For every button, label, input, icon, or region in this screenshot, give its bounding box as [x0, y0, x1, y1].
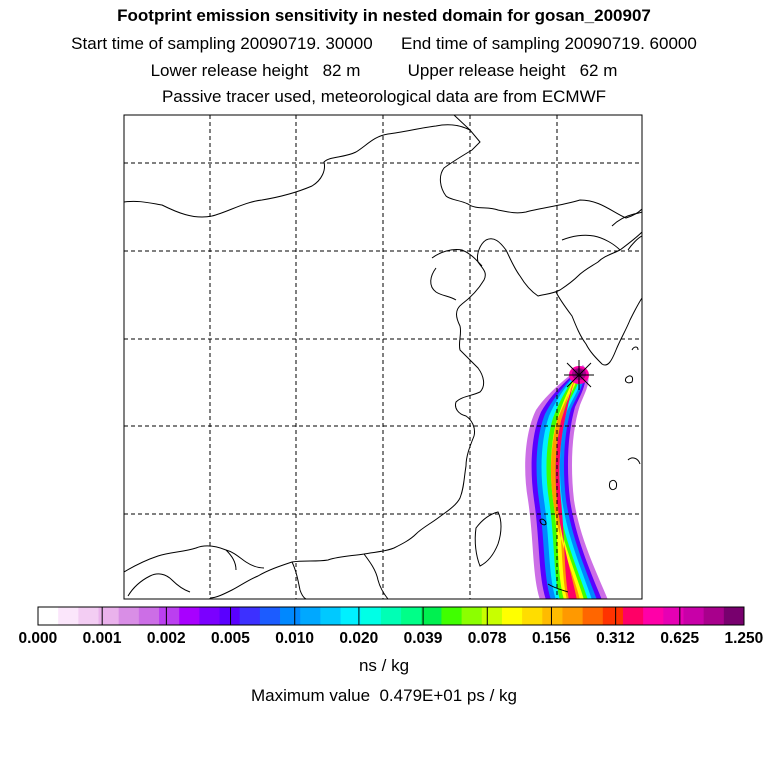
- colorbar-tick-label: 0.156: [531, 630, 571, 647]
- colorbar-swatch: [98, 607, 120, 625]
- map-content: [124, 115, 642, 599]
- footprint-plume: [525, 365, 608, 599]
- colorbar-swatch: [199, 607, 221, 625]
- colorbar-swatch: [58, 607, 79, 625]
- colorbar-swatch: [723, 607, 745, 625]
- colorbar-swatch: [300, 607, 321, 625]
- release-heights: Lower release height 82 m Upper release …: [0, 61, 768, 81]
- map-frame: [123, 114, 643, 600]
- colorbar-tick-label: 0.625: [660, 630, 700, 647]
- colorbar-swatch: [421, 607, 442, 625]
- page-title: Footprint emission sensitivity in nested…: [117, 6, 651, 25]
- colorbar-swatch: [562, 607, 584, 625]
- colorbar-swatch: [138, 607, 160, 625]
- colorbar: [38, 607, 745, 625]
- colorbar-tick-label: 0.010: [275, 630, 315, 647]
- colorbar-swatch: [38, 607, 59, 625]
- colorbar-tick-label: 0.039: [403, 630, 443, 647]
- sampling-times: Start time of sampling 20090719. 30000 E…: [0, 34, 768, 54]
- colorbar-swatch: [239, 607, 261, 625]
- receptor-star-icon: [564, 360, 594, 390]
- end-time-label: End time of sampling 20090719. 60000: [401, 34, 697, 53]
- colorbar-swatch: [380, 607, 402, 625]
- colorbar-swatch: [481, 607, 503, 625]
- colorbar-swatch: [360, 607, 382, 625]
- colorbar-tick-label: 0.312: [596, 630, 635, 647]
- colorbar-swatch: [501, 607, 523, 625]
- colorbar-swatch: [683, 607, 705, 625]
- colorbar-swatch: [461, 607, 483, 625]
- colorbar-swatch: [622, 607, 644, 625]
- maximum-value: Maximum value 0.479E+01 ps / kg: [251, 686, 517, 705]
- colorbar-swatch: [643, 607, 664, 625]
- lower-height-label: Lower release height 82 m: [150, 61, 361, 80]
- colorbar-swatch: [179, 607, 200, 625]
- colorbar-swatch: [522, 607, 543, 625]
- colorbar-tick-label: 1.250: [724, 630, 764, 647]
- upper-height-label: Upper release height 62 m: [407, 61, 618, 80]
- colorbar-tick-label: 0.000: [18, 630, 58, 647]
- colorbar-tick-label: 0.005: [211, 630, 250, 647]
- colorbar-swatch: [280, 607, 301, 625]
- graticule: [124, 115, 642, 599]
- colorbar-swatch: [159, 607, 180, 625]
- colorbar-tick-label: 0.001: [82, 630, 122, 647]
- colorbar-tick-label: 0.078: [467, 630, 507, 647]
- colorbar-swatch: [78, 607, 100, 625]
- colorbar-swatch: [582, 607, 604, 625]
- colorbar-swatch: [340, 607, 362, 625]
- colorbar-tick-label: 0.002: [146, 630, 186, 647]
- start-time-label: Start time of sampling 20090719. 30000: [71, 34, 373, 53]
- colorbar-units: ns / kg: [358, 656, 410, 675]
- colorbar-swatch: [602, 607, 624, 625]
- colorbar-swatch: [441, 607, 463, 625]
- colorbar-swatch: [542, 607, 563, 625]
- colorbar-swatch: [663, 607, 684, 625]
- colorbar-swatch: [219, 607, 241, 625]
- colorbar-swatch: [703, 607, 725, 625]
- colorbar-tick-label: 0.020: [339, 630, 379, 647]
- colorbar-swatch: [118, 607, 140, 625]
- coastlines: [124, 115, 642, 599]
- colorbar-swatch: [401, 607, 422, 625]
- colorbar-swatch: [320, 607, 342, 625]
- colorbar-swatch: [259, 607, 281, 625]
- colorbar-frame: [37, 606, 745, 626]
- info-line: Passive tracer used, meteorological data…: [161, 87, 607, 106]
